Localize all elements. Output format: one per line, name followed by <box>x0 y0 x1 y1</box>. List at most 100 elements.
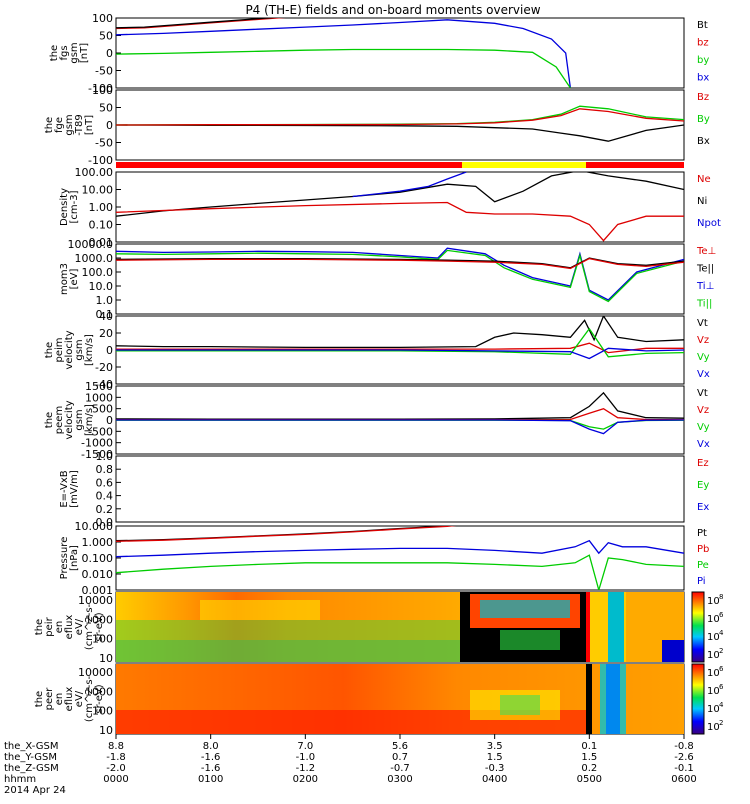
legend-entry: Vz <box>697 405 709 416</box>
ytick-label: 0 <box>106 344 113 357</box>
series-Vx-line <box>116 347 684 360</box>
mode-segment <box>116 162 462 168</box>
legend-entry: Pi <box>697 576 706 587</box>
ylabel-line: gsm <box>69 42 80 63</box>
ytick-label: 1500 <box>85 380 113 393</box>
ylabel-line: the <box>34 619 45 635</box>
ytick-label: 40 <box>99 310 113 323</box>
panel-frame <box>115 455 685 523</box>
ytick-label: 1000 <box>85 685 113 698</box>
ytick-label: 0.0 <box>96 516 114 529</box>
panel-1: 100 50 0 -50 -100 the fgs gsm [nT] Bt bz by bx <box>49 12 709 95</box>
ytick-label: -500 <box>88 425 113 438</box>
legend-entry: By <box>697 114 710 125</box>
ylabel-line: fge <box>54 117 65 133</box>
ylabel-line: eflux <box>64 687 75 712</box>
ytick-label: 50 <box>99 30 113 43</box>
legend-entry: Bx <box>697 136 710 147</box>
colorbar-label: 10 <box>707 632 720 643</box>
ytick-label: 100 <box>92 633 113 646</box>
ylabel-line: eV/ <box>74 618 85 635</box>
ytick-label: 0.6 <box>96 476 114 489</box>
footer-row-label: the_Z-GSM <box>4 763 59 774</box>
legend-entry: Bz <box>697 92 709 103</box>
ytick-label: 1.00 <box>89 201 114 214</box>
ylabel-line: [mV/m] <box>69 470 80 508</box>
colorbar-label: 10 <box>707 614 720 625</box>
ylabel-line: peir <box>44 616 55 636</box>
ytick-label: 1000 <box>85 613 113 626</box>
footer-value: 8.8 <box>108 741 124 752</box>
series-Te⊥-line <box>116 257 684 270</box>
ytick-label: 20 <box>99 327 113 340</box>
ytick-label: 100 <box>92 84 113 97</box>
series-Pe-line <box>116 554 684 590</box>
series-Vt-line <box>116 391 684 420</box>
footer-value: 0.7 <box>392 752 408 763</box>
ytick-label: 0.01 <box>89 236 114 249</box>
ylabel-line: (cm^2-s- <box>84 675 95 722</box>
footer-row-label: the_X-GSM <box>4 741 58 752</box>
colorbar-exponent: 4 <box>719 629 724 637</box>
legend-entry: Ni <box>697 196 707 207</box>
ytick-label: -40 <box>95 378 113 391</box>
footer-value: -1.2 <box>296 763 316 774</box>
electron-spectrogram <box>116 664 684 734</box>
legend-entry: Vt <box>697 388 708 399</box>
series-Vx-line <box>116 419 684 435</box>
panel-frame <box>115 525 685 591</box>
series-bx-line <box>116 19 572 88</box>
footer-value: 0500 <box>577 774 602 785</box>
ytick-label: 0 <box>106 47 113 60</box>
colorbar-exponent: 6 <box>719 683 724 691</box>
ylabel-line: the <box>34 691 45 707</box>
footer-value: -0.3 <box>485 763 505 774</box>
footer-value: -1.8 <box>106 752 126 763</box>
ylabel-line: peem <box>54 406 65 434</box>
ytick-label: 10 <box>99 724 113 737</box>
legend-entry: Vt <box>697 318 708 329</box>
legend-entry: bz <box>697 38 709 49</box>
ytick-label: -20 <box>95 361 113 374</box>
ytick-label: 10.000 <box>75 520 114 533</box>
series-Vz-line <box>116 342 684 354</box>
ytick-label: 10.00 <box>82 184 114 197</box>
colorbar-label: 10 <box>707 686 720 697</box>
ylabel-line: [nPa] <box>69 545 80 571</box>
ytick-label: 0.100 <box>82 552 114 565</box>
ytick-label: 0 <box>106 414 113 427</box>
footer-value: 0.1 <box>581 741 597 752</box>
colorbar-exponent: 2 <box>719 647 723 655</box>
series-Ti⊥-line <box>116 249 684 303</box>
ylabel-line: the <box>44 342 55 358</box>
ylabel-line: peer <box>44 687 55 711</box>
ytick-label: -100 <box>88 154 113 167</box>
ytick-label: 0.10 <box>89 219 114 232</box>
ylabel-line: Density <box>59 188 70 226</box>
footer-value: 0100 <box>198 774 223 785</box>
series-by-line <box>116 48 571 88</box>
ylabel-line: peim <box>54 337 65 362</box>
ylabel-line: (cm^2-s- <box>84 603 95 650</box>
legend-entry: Vz <box>697 335 709 346</box>
panel-3: 100.00 10.00 1.00 0.10 0.01 Density [cm-3] Ne Ni… <box>59 166 721 249</box>
ylabel-line: [eV] <box>69 269 80 290</box>
ylabel-line: E=-VxB <box>59 470 70 507</box>
colorbar-label: 10 <box>707 650 720 661</box>
ion-spectrogram <box>116 592 684 662</box>
mode-segment <box>462 162 586 168</box>
series-bz-line <box>116 18 286 30</box>
ytick-label: 0.8 <box>96 463 114 476</box>
panel-8: 10.000 1.000 0.100 0.010 0.001 Pressure [nPa] P… <box>59 520 709 597</box>
colorbar-exponent: 6 <box>719 611 724 619</box>
colorbar-label: 10 <box>707 596 720 607</box>
figure-title: P4 (TH-E) fields and on-board moments ov… <box>245 3 540 17</box>
panel-7: 1.00.80.60.40.20.0 E=-VxB [mV/m] Ez Ey Ex <box>59 450 709 529</box>
footer-value: -2.0 <box>106 763 126 774</box>
ylabel-line: gsm <box>64 114 75 135</box>
legend-entry: by <box>697 55 709 66</box>
series-Pb-line <box>116 526 457 542</box>
